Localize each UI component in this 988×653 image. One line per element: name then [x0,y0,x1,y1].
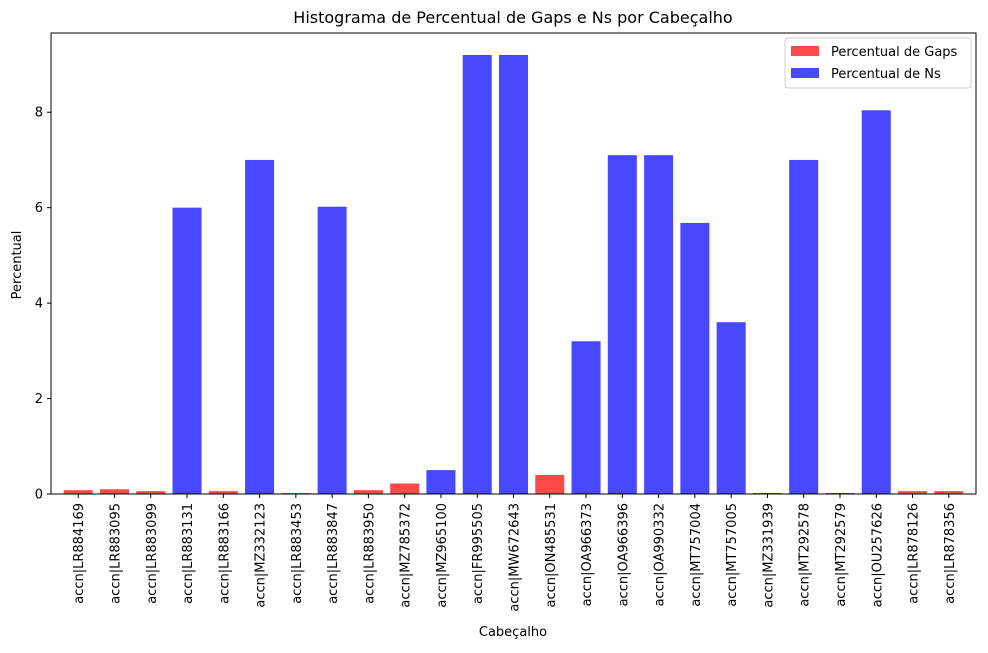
bar-series0-1 [99,489,129,494]
bar-series1-12 [498,54,529,494]
x-tick-label-18: accn|MT757005 [725,503,740,607]
x-tick-label-10: accn|MZ965100 [435,503,450,608]
x-tick-label-19: accn|MZ331939 [761,503,776,608]
bar-series0-0 [63,490,93,494]
bar-series1-10 [426,470,456,494]
x-tick-label-2: accn|LR883099 [145,503,160,604]
x-tick-label-13: accn|ON485531 [544,503,559,607]
x-tick-label-20: accn|MT292578 [798,503,813,607]
legend-swatch-0 [791,46,819,56]
legend-box [784,37,972,89]
x-tick-label-21: accn|MT292579 [834,503,849,607]
bar-series1-15 [607,155,637,495]
bar-series0-13 [535,474,565,494]
x-tick-label-8: accn|LR883950 [362,503,377,604]
legend-swatch-1 [791,68,819,78]
x-tick-label-9: accn|MZ785372 [399,503,414,608]
y-axis-label: Percentual [10,231,25,300]
y-tick-label-0: 0 [35,488,43,503]
y-tick-label-2: 4 [35,297,43,312]
x-tick-label-22: accn|OU257626 [870,503,885,607]
x-tick-label-15: accn|OA966396 [616,503,631,606]
x-tick-label-7: accn|LR883847 [326,503,341,604]
x-tick-label-5: accn|MZ332123 [254,503,269,608]
bar-series1-7 [317,206,347,494]
bar-series1-3 [172,207,202,494]
x-tick-label-4: accn|LR883166 [217,503,232,604]
bar-series1-16 [644,155,674,495]
x-tick-label-23: accn|LR878126 [907,503,922,604]
x-tick-label-24: accn|LR878356 [943,503,958,604]
bar-series1-18 [716,322,746,494]
bar-series0-4 [208,491,238,494]
legend-label-1: Percentual de Ns [831,67,941,82]
x-tick-label-3: accn|LR883131 [181,503,196,604]
bar-series1-5 [245,159,275,494]
bar-series0-24 [934,491,964,494]
x-tick-label-17: accn|MT757004 [689,503,704,607]
bar-series1-11 [462,54,492,494]
bar-series1-17 [680,222,710,494]
bar-series1-20 [789,159,819,494]
legend: Percentual de Gaps Percentual de Ns [784,37,972,89]
bar-series1-14 [571,341,601,494]
bar-series0-2 [136,491,166,494]
y-tick-label-3: 6 [35,201,43,216]
chart-title: Histograma de Percentual de Gaps e Ns po… [293,8,732,27]
bar-series0-8 [353,490,383,494]
x-tick-label-1: accn|LR883095 [108,503,123,604]
bar-series1-22 [861,110,891,494]
x-axis-label: Cabeçalho [479,625,547,640]
y-tick-label-1: 2 [35,392,43,407]
x-tick-label-11: accn|FR995505 [471,503,486,604]
axes-layer: 0 2 4 6 8 accn|LR884169 accn|LR883095 accn|LR88… [35,32,977,612]
x-tick-label-6: accn|LR883453 [290,503,305,604]
legend-label-0: Percentual de Gaps [831,45,958,60]
bar-series0-23 [898,491,928,494]
x-tick-label-16: accn|OA990332 [653,503,668,606]
x-tick-label-14: accn|OA966373 [580,503,595,606]
x-tick-label-12: accn|MW672643 [508,503,523,612]
x-tick-label-0: accn|LR884169 [72,503,87,604]
bar-series0-9 [390,483,420,494]
y-tick-label-4: 8 [35,106,43,121]
bars-layer [63,54,964,495]
